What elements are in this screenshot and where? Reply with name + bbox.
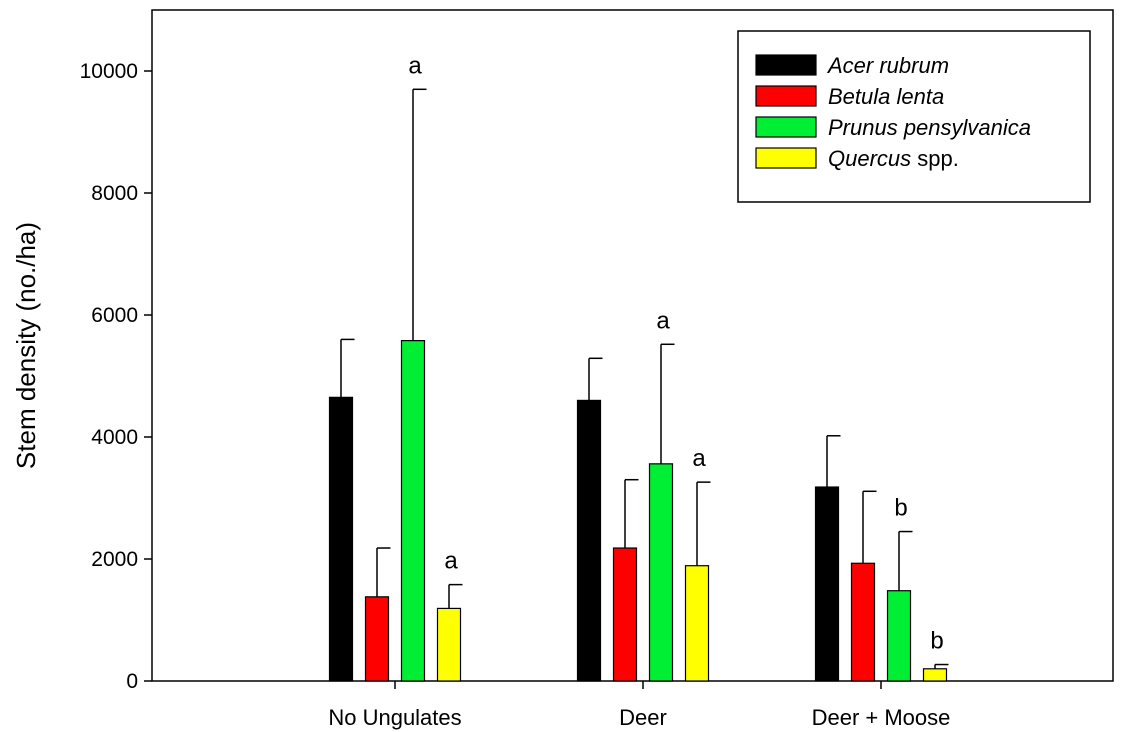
legend-swatch (755, 85, 817, 107)
bar (576, 399, 602, 682)
legend-swatch (755, 147, 817, 169)
y-tick-label: 10000 (80, 60, 138, 83)
legend-swatch (755, 54, 817, 76)
bar (850, 562, 876, 682)
significance-label: a (656, 307, 670, 334)
y-tick-label: 2000 (91, 548, 138, 571)
significance-label: b (894, 495, 907, 522)
bar (648, 463, 674, 682)
x-axis: No Ungulates Deer Deer + Moose (328, 681, 950, 730)
significance-label: a (444, 548, 458, 575)
bar (400, 340, 426, 682)
bar (922, 668, 948, 682)
y-tick-label: 0 (126, 670, 138, 693)
bar (436, 607, 462, 682)
bar (814, 486, 840, 682)
bar (612, 547, 638, 682)
y-axis-title: Stem density (no./ha) (11, 222, 41, 469)
legend-label: Prunus pensylvanica (828, 115, 1031, 140)
legend: Acer rubrum Betula lenta Prunus pensylvani… (737, 30, 1091, 203)
bar (886, 590, 912, 682)
significance-label: a (692, 445, 706, 472)
significance-label: a (408, 52, 422, 79)
legend-label: Betula lenta (828, 84, 944, 109)
y-axis: 0 2000 4000 6000 8000 10000 (80, 60, 152, 693)
y-tick-label: 6000 (91, 304, 138, 327)
bar (684, 565, 710, 682)
y-tick-label: 8000 (91, 182, 138, 205)
significance-label: b (930, 628, 943, 655)
legend-label: Acer rubrum (826, 53, 949, 78)
legend-swatch (755, 116, 817, 138)
legend-label: Quercus spp. (828, 146, 959, 171)
y-tick-label: 4000 (91, 426, 138, 449)
x-tick-label: Deer (619, 705, 667, 730)
x-tick-label: Deer + Moose (812, 705, 951, 730)
x-tick-label: No Ungulates (328, 705, 461, 730)
bars-layer: a a a a b b (328, 52, 949, 682)
bar (328, 396, 354, 682)
bar (364, 596, 390, 682)
